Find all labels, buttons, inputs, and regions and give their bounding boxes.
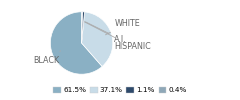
Text: HISPANIC: HISPANIC <box>84 22 151 51</box>
Wedge shape <box>82 12 84 43</box>
Wedge shape <box>82 12 113 66</box>
Text: WHITE: WHITE <box>105 19 140 35</box>
Text: BLACK: BLACK <box>33 51 60 65</box>
Text: A.I.: A.I. <box>85 22 127 44</box>
Wedge shape <box>50 12 102 74</box>
Legend: 61.5%, 37.1%, 1.1%, 0.4%: 61.5%, 37.1%, 1.1%, 0.4% <box>50 84 190 96</box>
